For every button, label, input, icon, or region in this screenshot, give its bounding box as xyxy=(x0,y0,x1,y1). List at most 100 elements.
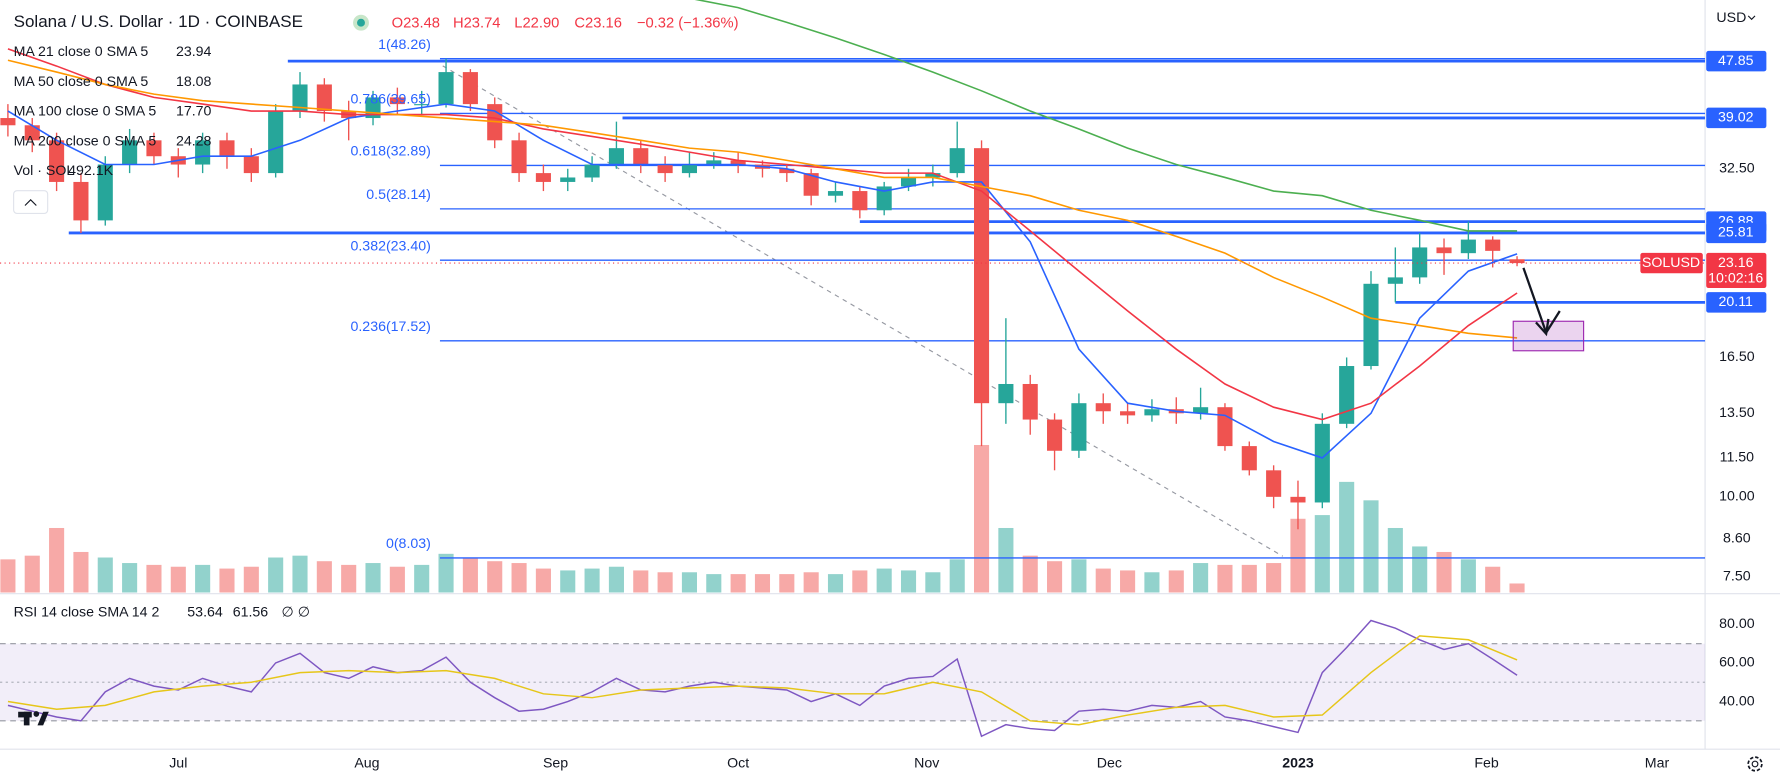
candle-body xyxy=(1120,411,1136,416)
candle-body xyxy=(462,72,478,105)
volume-bar xyxy=(1095,568,1111,593)
volume-bar xyxy=(535,568,551,593)
volume-bar xyxy=(1290,518,1306,593)
y-tick-label: 11.50 xyxy=(1720,450,1755,466)
volume-bar xyxy=(316,561,332,593)
volume-bar xyxy=(1071,559,1087,593)
x-tick-label: Mar xyxy=(1645,756,1670,772)
candle-body xyxy=(803,173,819,196)
volume-bar xyxy=(97,557,113,593)
volume-bar xyxy=(633,570,649,593)
price-change: −0.32 (−1.36%) xyxy=(637,16,739,32)
candle-body xyxy=(584,164,600,178)
rsi-legend-value: 61.56 xyxy=(233,605,269,621)
volume-bar xyxy=(754,574,771,593)
volume-bar xyxy=(341,564,357,593)
volume-legend-name: Vol · SOL xyxy=(14,163,75,179)
rsi-pane xyxy=(0,619,1706,738)
last-price-value: 23.16 xyxy=(1718,255,1754,271)
fib-label: 0.618(32.89) xyxy=(351,144,431,160)
candle-body xyxy=(535,173,551,182)
ohlc-value: C23.16 xyxy=(574,16,622,32)
candle-body xyxy=(657,164,673,174)
fib-label: 0.236(17.52) xyxy=(351,319,431,335)
candle-body xyxy=(1314,423,1330,503)
rsi-legend-value: 53.64 xyxy=(187,605,223,621)
ma-legend-value: 18.08 xyxy=(176,74,212,90)
gear-center xyxy=(1751,760,1759,768)
volume-bar xyxy=(876,568,892,593)
volume-bar xyxy=(1266,563,1282,593)
volume-bar xyxy=(1509,583,1525,593)
volume-bar xyxy=(1022,555,1038,593)
volume-bar xyxy=(146,564,162,593)
candle-body xyxy=(925,173,941,178)
volume-bar xyxy=(1412,546,1428,593)
volume-bar xyxy=(462,557,478,593)
rsi-y-tick-label: 80.00 xyxy=(1719,616,1755,632)
candle-body xyxy=(0,118,16,126)
y-tick-label: 16.50 xyxy=(1719,349,1755,365)
volume-bar xyxy=(219,568,235,593)
candle-body xyxy=(900,177,917,187)
rsi-y-tick-label: 60.00 xyxy=(1719,655,1755,671)
fib-label: 0.5(28.14) xyxy=(366,187,431,203)
candle-body xyxy=(1071,403,1087,451)
fib-label: 0(8.03) xyxy=(386,536,431,552)
candle-body xyxy=(316,84,332,111)
candle-body xyxy=(243,156,259,174)
price-label: 39.02 xyxy=(1718,110,1754,126)
x-tick-label: Aug xyxy=(354,756,379,772)
volume-bar xyxy=(1120,570,1136,593)
rsi-line xyxy=(7,619,1518,738)
market-status-dot xyxy=(357,18,365,27)
last-price-bg xyxy=(1706,252,1767,289)
volume-bar xyxy=(949,559,965,593)
gear[interactable] xyxy=(1747,756,1763,772)
candle-body xyxy=(1460,239,1476,254)
fib-label: 1(48.26) xyxy=(378,37,431,53)
y-tick-label: 10.00 xyxy=(1719,489,1755,505)
volume-bar xyxy=(1339,481,1355,593)
settings-icon[interactable] xyxy=(1747,756,1763,772)
candle-body xyxy=(876,186,892,211)
y-tick-label: 32.50 xyxy=(1719,161,1755,177)
trend-line xyxy=(442,65,1284,557)
volume-bar xyxy=(122,563,138,593)
volume-bar xyxy=(900,570,917,593)
fib-label: 0.382(23.40) xyxy=(351,238,431,254)
x-tick-label: Oct xyxy=(727,756,749,772)
price-label-bg xyxy=(1706,222,1767,244)
rsi-title: RSI 14 close SMA 14 2 xyxy=(14,605,160,621)
price-label-bg xyxy=(1706,292,1767,313)
volume-bar xyxy=(1363,500,1379,593)
y-tick-label: 13.50 xyxy=(1719,405,1755,421)
candle-body xyxy=(608,148,624,165)
candle-body xyxy=(560,177,576,182)
countdown: 10:02:16 xyxy=(1708,271,1763,287)
candle-body xyxy=(1412,247,1428,278)
volume-bar xyxy=(24,555,40,593)
candle-body xyxy=(1144,409,1160,416)
candle-body xyxy=(1339,366,1355,424)
volume-bar xyxy=(0,559,16,593)
candle-body xyxy=(1509,259,1525,264)
volume-bar xyxy=(560,570,576,593)
candle-body xyxy=(219,140,235,157)
volume-bar xyxy=(268,557,284,593)
volume-bar xyxy=(511,563,527,593)
candle-body xyxy=(1290,496,1306,503)
volume-bar xyxy=(827,574,844,593)
symbol-label-bg xyxy=(1640,252,1703,274)
currency[interactable]: USD xyxy=(1716,10,1746,26)
price-label: 20.11 xyxy=(1719,294,1754,310)
volume-bar xyxy=(49,527,65,593)
legend-toggle[interactable] xyxy=(13,190,49,214)
volume-legend-value: 492.1K xyxy=(68,163,113,179)
x-tick-label: Sep xyxy=(543,756,568,772)
candle-body xyxy=(1047,419,1063,451)
candle-body xyxy=(97,164,113,221)
price-label-bg xyxy=(1706,50,1767,72)
candle-body xyxy=(949,148,965,174)
